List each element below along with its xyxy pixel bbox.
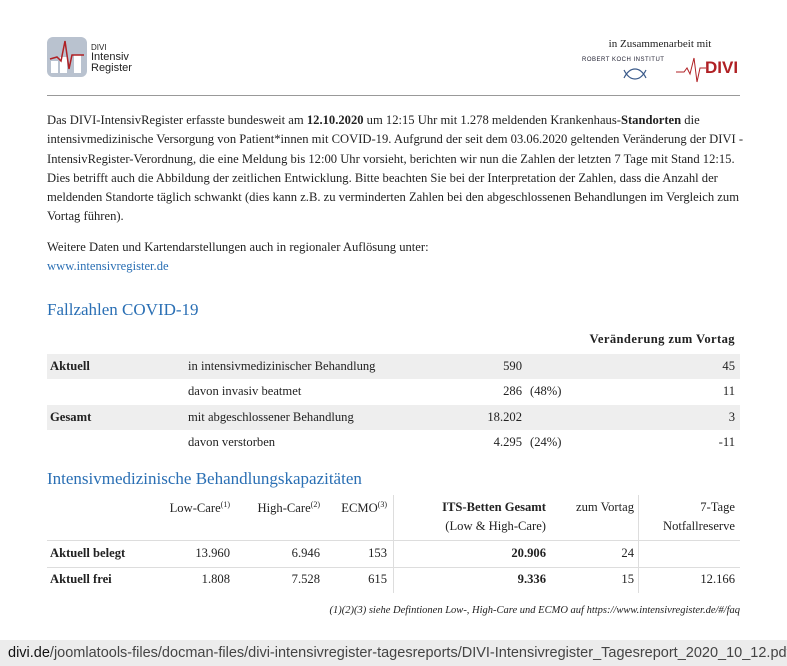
cell: 24 [621, 546, 634, 560]
divi-intensivregister-logo [47, 37, 87, 77]
header-reserve: 7-Tage [700, 500, 735, 514]
cell: 153 [368, 546, 387, 560]
divider [47, 95, 740, 96]
table-row: davon invasiv beatmet 286 (48%) 11 [188, 384, 735, 398]
table-row: Gesamt mit abgeschlossener Behandlung 18.2… [47, 405, 740, 430]
cell: 15 [621, 572, 634, 586]
divi-logo: DIVI [705, 58, 739, 77]
footnote: (1)(2)(3) siehe Defintionen Low-, High-C… [329, 605, 740, 616]
change-header: Veränderung zum Vortag [589, 332, 735, 346]
header-its-sub: (Low & High-Care) [445, 519, 546, 533]
intensivregister-link[interactable]: www.intensivregister.de [47, 259, 169, 274]
cell: 9.336 [517, 572, 546, 586]
cell: 12.166 [700, 572, 735, 586]
cell: 20.906 [511, 546, 546, 560]
header-reserve-2: Notfallreserve [662, 519, 735, 533]
header-high-care: High-Care(2) [257, 500, 320, 516]
cell: 6.946 [291, 546, 320, 560]
logo-text: DIVI Intensiv Register [91, 43, 132, 74]
intro-paragraph: Das DIVI-IntensivRegister erfasste bunde… [47, 113, 744, 224]
row-label: Aktuell belegt [50, 546, 126, 560]
cell: 7.528 [291, 572, 320, 586]
header-its-total: ITS-Betten Gesamt [442, 500, 546, 514]
rki-logo-icon [623, 68, 647, 80]
table-row: Aktuell in intensivmedizinischer Behandlu… [47, 354, 740, 379]
header-ecmo: ECMO(3) [341, 500, 387, 516]
collaboration-label: in Zusammenarbeit mit [608, 38, 712, 50]
divi-heartbeat-icon [676, 57, 706, 83]
table-row: davon verstorben 4.295 (24%) -11 [188, 435, 735, 449]
kapazitaeten-heading: Intensivmedizinische Behandlungskapazitä… [47, 469, 362, 488]
row-label: Aktuell frei [50, 572, 112, 586]
fallzahlen-heading: Fallzahlen COVID-19 [47, 300, 199, 319]
more-data-paragraph: Weitere Daten und Kartendarstellungen au… [47, 240, 429, 274]
header-vortag: zum Vortag [576, 500, 634, 514]
header-low-care: Low-Care(1) [169, 500, 230, 516]
cell: 615 [368, 572, 387, 586]
cell: 1.808 [201, 572, 230, 586]
rki-logo: ROBERT KOCH INSTITUT [582, 57, 665, 63]
cell: 13.960 [195, 546, 230, 560]
url-bar[interactable]: divi.de/joomlatools-files/docman-files/d… [0, 640, 787, 666]
